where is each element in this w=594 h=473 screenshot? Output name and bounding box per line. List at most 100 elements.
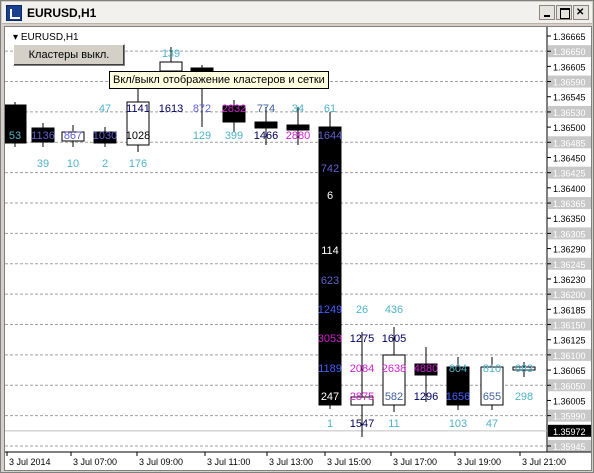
candle-body <box>254 121 278 129</box>
cluster-volume-label: 2084 <box>350 363 374 375</box>
grid-price-box <box>548 288 591 301</box>
cluster-volume-label: 114 <box>321 245 339 257</box>
cluster-volume-label: 1644 <box>318 130 342 142</box>
time-label: 3 Jul 09:00 <box>139 457 183 467</box>
time-label: 3 Jul 19:00 <box>457 457 501 467</box>
cluster-volume-label: 6 <box>327 190 333 202</box>
cluster-volume-label: 1466 <box>254 130 278 142</box>
close-button[interactable] <box>573 5 589 20</box>
cluster-volume-label: 582 <box>385 391 403 403</box>
price-label: 1.36150 <box>553 321 586 331</box>
candle-body <box>512 366 536 371</box>
cluster-volume-label: 176 <box>129 158 147 170</box>
price-label: 1.36545 <box>553 93 586 103</box>
clusters-toggle-button[interactable]: Кластеры выкл. <box>13 44 125 66</box>
price-label: 1.36290 <box>553 245 586 255</box>
cluster-volume-label: 1275 <box>350 333 374 345</box>
cluster-volume-label: 4880 <box>414 363 438 375</box>
cluster-volume-label: 1136 <box>31 130 55 142</box>
cluster-volume-label: 2832 <box>222 103 246 115</box>
candle-body <box>350 396 374 406</box>
cluster-volume-label: 39 <box>37 158 49 170</box>
grid-price-box <box>548 348 591 361</box>
cluster-volume-label: 129 <box>193 130 211 142</box>
cluster-volume-label: 47 <box>486 418 498 430</box>
cluster-volume-label: 683 <box>515 363 533 375</box>
cluster-volume-label: 1613 <box>159 103 183 115</box>
symbol-text: EURUSD,H1 <box>20 32 79 43</box>
title-bar[interactable]: EURUSD,H1 <box>2 2 592 24</box>
cluster-volume-label: 2638 <box>382 363 406 375</box>
cluster-volume-label: 774 <box>257 103 275 115</box>
candle-body <box>318 126 342 406</box>
cluster-volume-label: 139 <box>162 48 180 60</box>
price-label: 1.36230 <box>553 275 586 285</box>
grid-price-box <box>548 379 591 392</box>
grid-price-box <box>548 440 591 452</box>
cluster-volume-label: 2875 <box>350 391 374 403</box>
price-label: 1.36365 <box>553 199 586 209</box>
time-label: 3 Jul 07:00 <box>73 457 117 467</box>
grid-price-box <box>548 409 591 422</box>
candle-body <box>286 124 310 131</box>
candle-body <box>446 366 470 406</box>
minimize-button[interactable] <box>539 5 555 20</box>
cluster-volume-label: 247 <box>321 391 339 403</box>
cluster-volume-label: 436 <box>385 304 403 316</box>
price-label: 1.36005 <box>553 396 586 406</box>
cluster-volume-label: 1 <box>327 418 333 430</box>
price-label: 1.36100 <box>553 351 586 361</box>
grid-price-box <box>548 197 591 210</box>
cluster-volume-label: 2 <box>102 158 108 170</box>
price-label: 1.36125 <box>553 336 586 346</box>
grid-price-box <box>548 257 591 270</box>
cluster-volume-label: 1141 <box>126 103 150 115</box>
grid-price-box <box>548 166 591 179</box>
cluster-volume-label: 1656 <box>446 391 470 403</box>
cluster-volume-label: 867 <box>64 130 82 142</box>
cluster-volume-label: 61 <box>324 103 336 115</box>
cluster-volume-label: 1296 <box>414 391 438 403</box>
cluster-volume-label: 1605 <box>382 333 406 345</box>
chart-window-icon <box>6 5 22 21</box>
cluster-volume-label: 1189 <box>318 363 342 375</box>
candlestick-chart[interactable]: 1.36665 1.36650 1.36605 1.36590 1.36545 1.365… <box>5 27 591 470</box>
candle-body <box>480 366 504 406</box>
current-price-label: 1.35972 <box>553 427 586 437</box>
cluster-volume-label: 53 <box>9 130 21 142</box>
cluster-volume-label: 1249 <box>318 304 342 316</box>
time-label: 3 Jul 11:00 <box>207 457 250 467</box>
cluster-volume-label: 399 <box>225 130 243 142</box>
price-label: 1.36200 <box>553 290 586 300</box>
cluster-volume-label: 103 <box>449 418 467 430</box>
cluster-volume-label: 3053 <box>318 333 342 345</box>
price-label: 1.36350 <box>553 214 586 224</box>
cluster-volume-label: 655 <box>483 391 501 403</box>
candle-body <box>222 105 246 123</box>
cluster-volume-label: 1028 <box>126 130 150 142</box>
cluster-volume-label: 623 <box>321 275 339 287</box>
price-label: 1.36185 <box>553 305 586 315</box>
cluster-volume-label: 804 <box>449 363 467 375</box>
price-label: 1.36245 <box>553 260 586 270</box>
candle-body <box>159 61 183 72</box>
time-label: 3 Jul 13:00 <box>269 457 313 467</box>
maximize-button[interactable] <box>556 5 572 20</box>
price-label: 1.35945 <box>553 442 586 452</box>
candle-body <box>126 101 150 146</box>
price-label: 1.36590 <box>553 78 586 88</box>
cluster-volume-label: 1030 <box>93 130 117 142</box>
chart-area[interactable]: 1.36665 1.36650 1.36605 1.36590 1.36545 1.365… <box>4 26 592 471</box>
candle-body <box>31 127 55 143</box>
price-label: 1.36050 <box>553 381 586 391</box>
cluster-volume-label: 872 <box>193 103 211 115</box>
candle-body <box>61 131 85 142</box>
cluster-volume-label: 34 <box>292 103 304 115</box>
grid-price-box <box>548 227 591 240</box>
current-price-box <box>548 424 591 437</box>
symbol-label: ▾ EURUSD,H1 <box>13 32 79 43</box>
cluster-volume-label: 298 <box>515 391 533 403</box>
candle-body <box>414 363 438 376</box>
price-label: 1.36500 <box>553 123 586 133</box>
